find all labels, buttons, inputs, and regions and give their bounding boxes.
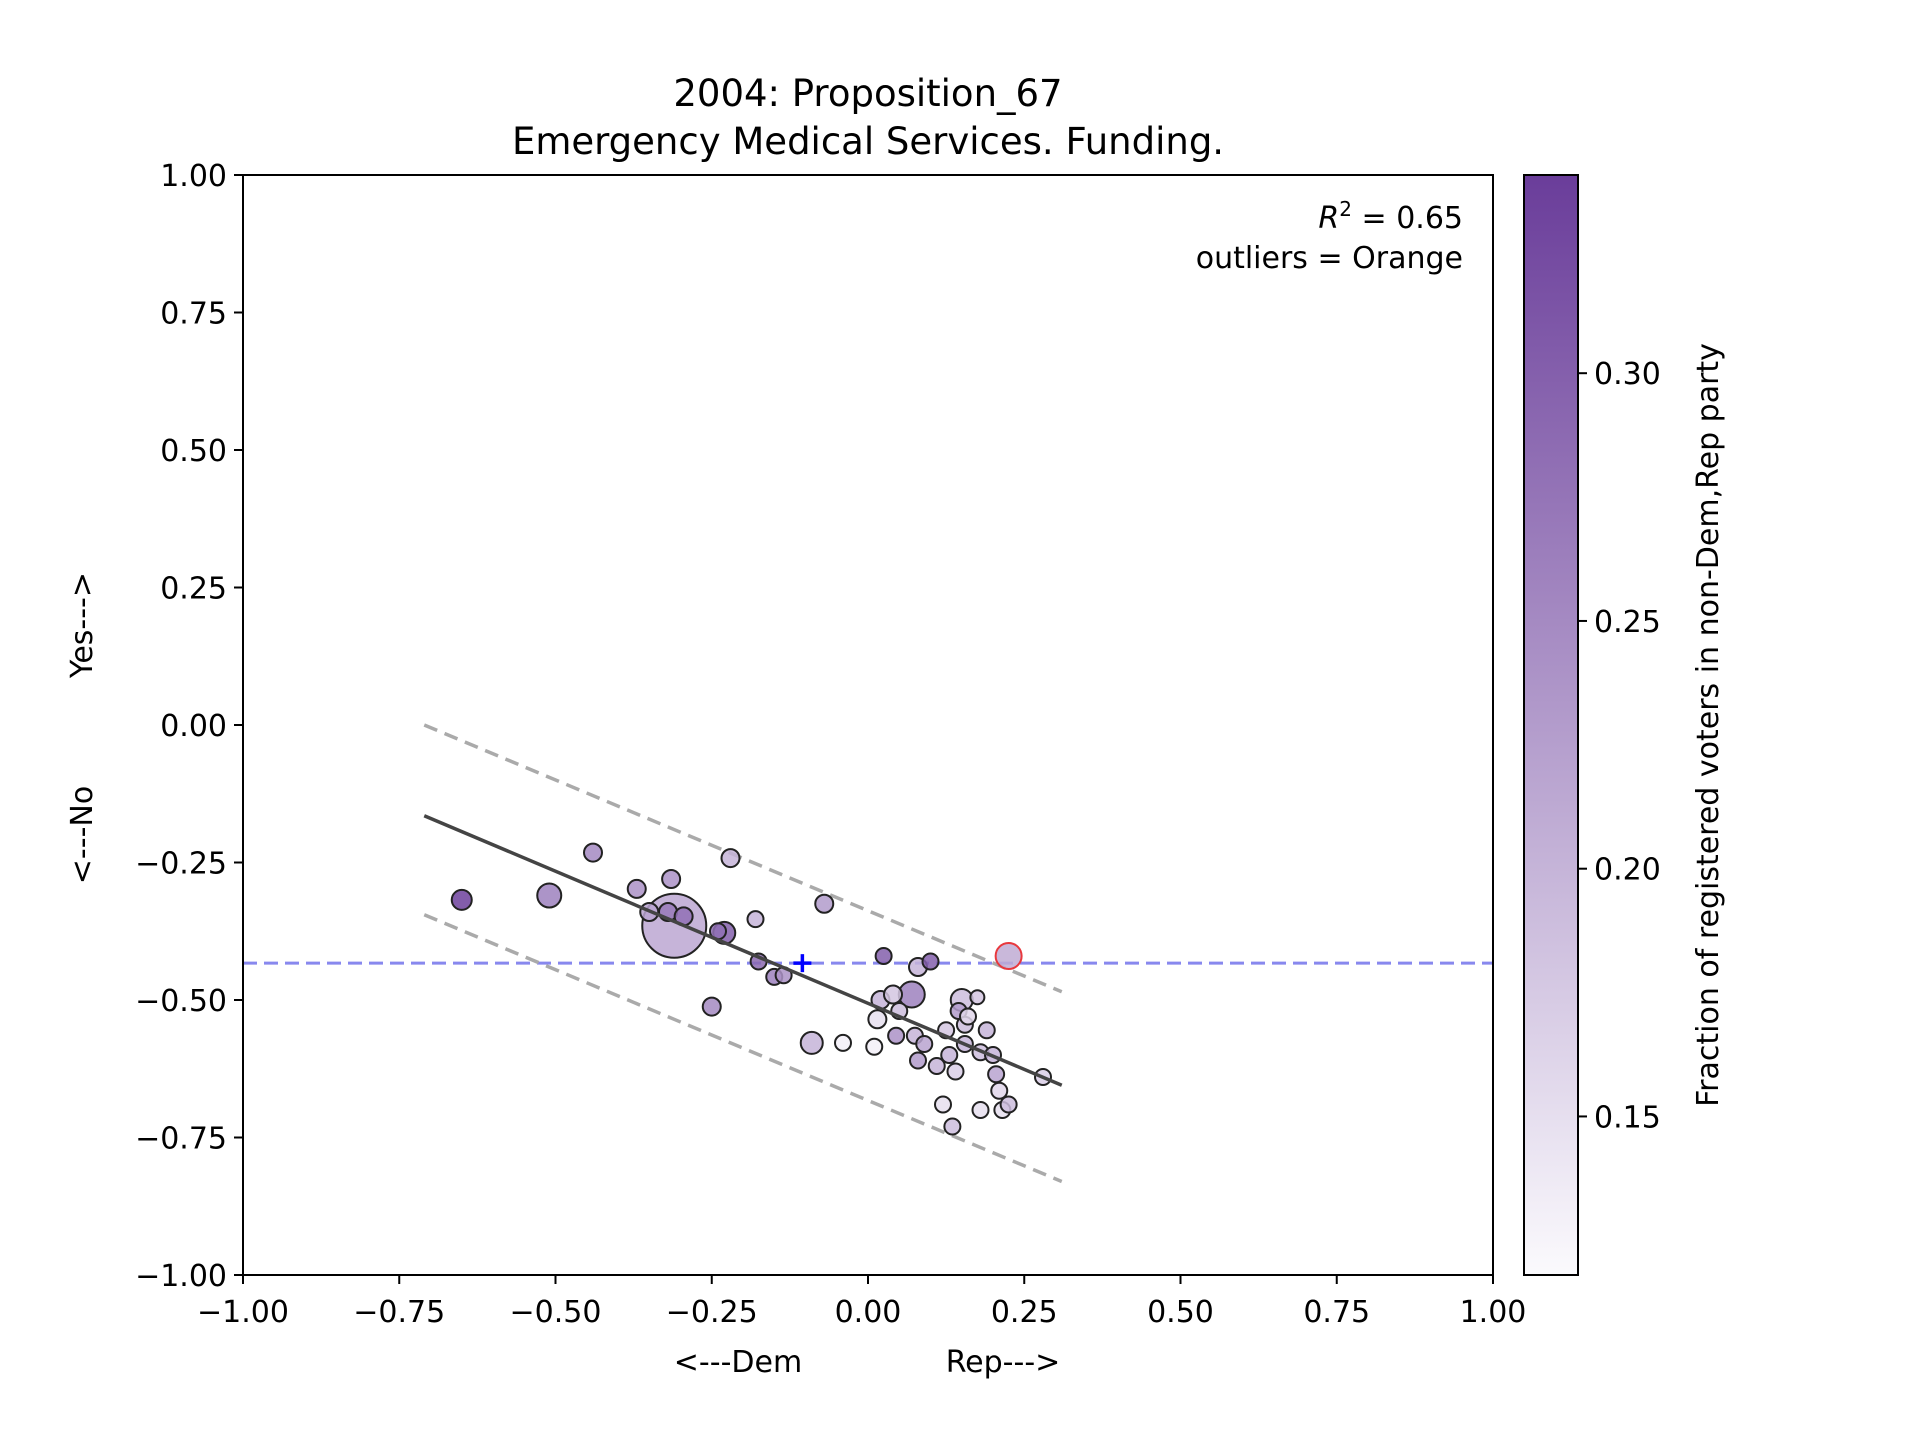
data-point [971,1101,990,1119]
data-point [943,1117,962,1136]
data-point [799,1030,824,1055]
y-axis-label-no: <---No [65,786,100,884]
data-point [987,1065,1006,1084]
x-axis-label-dem: <---Dem [674,1345,802,1380]
x-axis: −1.00 −0.75 −0.50 −0.25 0.00 0.25 0.50 0.75 1.00 [197,1275,1526,1330]
data-point [921,952,940,971]
colorbar-label: Fraction of registered voters in non-Dem… [1691,343,1726,1107]
x-tick-label: −0.25 [666,1295,758,1330]
y-tick-label: −0.25 [135,847,227,882]
colorbar-tick-label: 0.30 [1594,357,1661,392]
colorbar-tick-label: 0.20 [1594,853,1661,888]
data-point [626,878,647,899]
data-point [969,989,986,1006]
upper-band-line [423,723,1063,994]
y-tick-label: 0.00 [160,709,227,744]
data-point [720,848,741,869]
data-point [867,1009,888,1030]
data-point [583,842,603,863]
data-point [536,882,563,909]
data-point [915,1035,934,1053]
x-tick-label: 0.75 [1303,1295,1370,1330]
data-point [927,1057,946,1075]
data-point [887,1026,906,1045]
y-tick-label: 0.75 [160,297,227,332]
data-point [450,888,473,911]
data-point [977,1021,996,1040]
y-axis: −1.00 −0.75 −0.50 −0.25 0.00 0.25 0.50 0.75 1.00 [135,159,243,1294]
data-point [701,996,722,1017]
data-point [814,893,835,914]
x-tick-label: 0.50 [1147,1295,1214,1330]
data-point [834,1033,852,1052]
plot-area [243,723,1493,1184]
data-point [909,1051,927,1070]
data-point [746,910,765,929]
colorbar-ticks: 0.15 0.20 0.25 0.30 [1578,357,1661,1135]
r-squared-annotation: R2 = 0.65 [1318,197,1463,236]
x-tick-label: 0.25 [991,1295,1058,1330]
colorbar [1523,174,1579,1276]
mean-marker [793,954,812,973]
y-tick-label: −0.75 [135,1122,227,1157]
y-axis-label-yes: Yes---> [65,572,100,679]
data-point [990,1081,1009,1100]
colorbar-tick-label: 0.25 [1594,605,1661,640]
y-tick-label: −1.00 [135,1259,227,1294]
data-point [865,1037,884,1056]
y-tick-label: 1.00 [160,159,227,194]
data-point [946,1062,965,1081]
data-point [661,869,682,889]
data-point [883,984,903,1005]
x-tick-label: −0.50 [510,1295,602,1330]
data-point [940,1046,959,1064]
r2-sup: 2 [1339,197,1352,221]
data-point [874,947,893,965]
x-tick-label: −0.75 [353,1295,445,1330]
data-point [999,1095,1018,1114]
outlier-point [994,942,1023,970]
x-tick-label: 1.00 [1460,1295,1527,1330]
x-tick-label: −1.00 [197,1295,289,1330]
chart-title: 2004: Proposition_67 [673,72,1062,115]
colorbar-tick-label: 0.15 [1594,1100,1661,1135]
y-tick-label: 0.25 [160,572,227,607]
data-point [959,1007,977,1026]
y-tick-label: 0.50 [160,434,227,469]
plot-frame [242,174,1494,1276]
r2-prefix: R [1318,201,1339,236]
r2-value: = 0.65 [1352,201,1463,236]
outliers-annotation: outliers = Orange [1196,241,1463,276]
regression-line [423,814,1063,1087]
data-point [934,1095,952,1114]
x-axis-label-rep: Rep---> [946,1345,1061,1380]
y-tick-label: −0.50 [135,984,227,1019]
x-tick-label: 0.00 [835,1295,902,1330]
lower-band-line [423,913,1063,1184]
chart-subtitle: Emergency Medical Services. Funding. [512,120,1224,163]
